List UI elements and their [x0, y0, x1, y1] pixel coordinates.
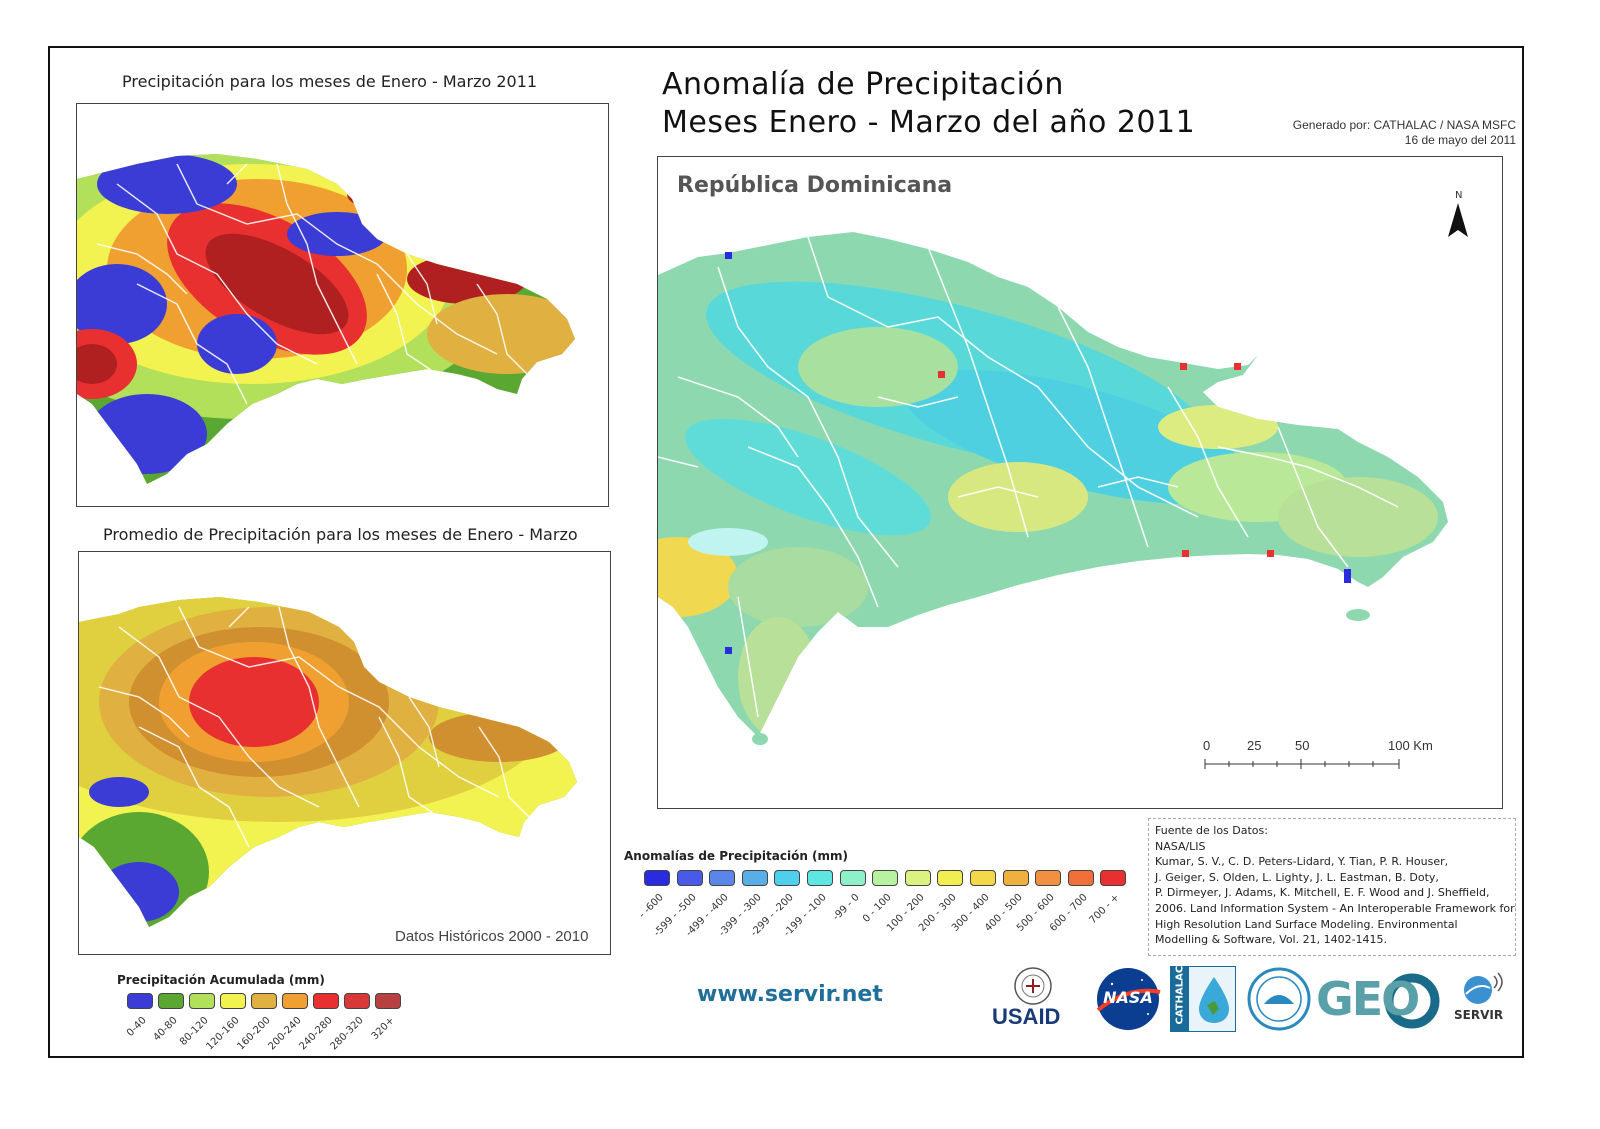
historical-data-note: Datos Históricos 2000 - 2010	[395, 928, 589, 945]
scale-label-25: 25	[1247, 738, 1262, 753]
inset-top-map	[76, 103, 609, 507]
reference-line: Fuente de los Datos:	[1155, 824, 1268, 837]
nasa-wordmark: NASA	[1103, 988, 1153, 1007]
accum-legend-swatch	[158, 993, 184, 1009]
usaid-logo: USAID	[990, 966, 1076, 1036]
scale-label-100: 100 Km	[1388, 738, 1433, 753]
credit-line2: 16 de mayo del 2011	[1404, 133, 1516, 147]
anom-legend-swatch	[872, 870, 899, 886]
scale-label-50: 50	[1295, 738, 1310, 753]
geo-logo: GEO	[1316, 970, 1440, 1030]
country-label: República Dominicana	[677, 173, 953, 198]
main-title-line2: Meses Enero - Marzo del año 2011	[662, 105, 1196, 140]
anom-legend-title: Anomalías de Precipitación (mm)	[624, 849, 849, 863]
anom-legend-swatch	[1002, 870, 1029, 886]
reference-line: Kumar, S. V., C. D. Peters-Lidard, Y. Ti…	[1155, 855, 1449, 869]
anomaly-main-map: República Dominicana N 0 25 50 100 Km	[657, 156, 1503, 809]
sica-logo	[1246, 966, 1312, 1032]
scale-bar	[1204, 759, 1400, 769]
north-arrow-icon	[1448, 203, 1468, 237]
usaid-wordmark: USAID	[992, 1004, 1061, 1029]
accum-legend-swatch	[313, 993, 339, 1009]
anom-legend-swatch	[1035, 870, 1062, 886]
inset-bottom-map: Datos Históricos 2000 - 2010	[78, 551, 611, 955]
anom-legend-swatch	[741, 870, 768, 886]
cathalac-wordmark: CATHALAC	[1174, 965, 1186, 1025]
geo-wordmark: GEO	[1316, 972, 1420, 1026]
anom-legend-swatch	[676, 870, 703, 886]
servir-url[interactable]: www.servir.net	[697, 982, 883, 1007]
anom-legend-swatch	[1100, 870, 1127, 886]
reference-line: J. Geiger, S. Olden, L. Lighty, J. L. Ea…	[1155, 870, 1439, 884]
data-source-references: Fuente de los Datos: NASA/LIS Kumar, S. V.…	[1148, 818, 1516, 956]
anom-legend-swatch	[709, 870, 736, 886]
anom-legend-swatch	[807, 870, 833, 886]
nasa-logo: NASA	[1092, 966, 1164, 1032]
reference-line: Modelling & Software, Vol. 21, 1402-1415…	[1155, 933, 1388, 947]
accum-legend-swatch	[127, 993, 153, 1009]
reference-line: High Resolution Land Surface Modeling. E…	[1155, 917, 1458, 931]
map-sheet-frame	[48, 46, 1524, 1058]
accum-legend-swatch	[189, 993, 215, 1009]
servir-logo: SERVIR	[1450, 970, 1510, 1030]
reference-line: P. Dirmeyer, J. Adams, K. Mitchell, E. F…	[1155, 886, 1490, 900]
inset-bottom-title: Promedio de Precipitación para los meses…	[103, 525, 578, 544]
anom-legend-swatch	[970, 870, 996, 886]
anom-legend-swatch	[774, 870, 801, 886]
main-title-line1: Anomalía de Precipitación	[662, 67, 1064, 102]
inset-top-title: Precipitación para los meses de Enero - …	[122, 72, 538, 91]
reference-line: 2006. Land Information System - An Inter…	[1155, 901, 1515, 915]
anom-legend-swatch	[1067, 870, 1094, 886]
anom-legend-swatch	[904, 870, 931, 886]
north-label: N	[1455, 190, 1463, 201]
accum-legend-swatch	[220, 993, 246, 1009]
accum-legend-title: Precipitación Acumulada (mm)	[117, 973, 325, 987]
reference-line: NASA/LIS	[1155, 839, 1206, 853]
anom-legend-swatch	[644, 870, 670, 886]
cathalac-logo: CATHALAC	[1170, 966, 1236, 1032]
accum-legend-swatch	[251, 993, 277, 1009]
accum-legend-swatch	[344, 993, 370, 1009]
scale-label-0: 0	[1203, 738, 1211, 753]
anom-legend-swatch	[839, 870, 866, 886]
accum-legend-swatch	[282, 993, 308, 1009]
servir-wordmark: SERVIR	[1454, 1008, 1504, 1022]
credit-line1: Generado por: CATHALAC / NASA MSFC	[1292, 118, 1516, 132]
anom-legend-swatch	[937, 870, 964, 886]
accum-legend-swatch	[375, 993, 401, 1009]
